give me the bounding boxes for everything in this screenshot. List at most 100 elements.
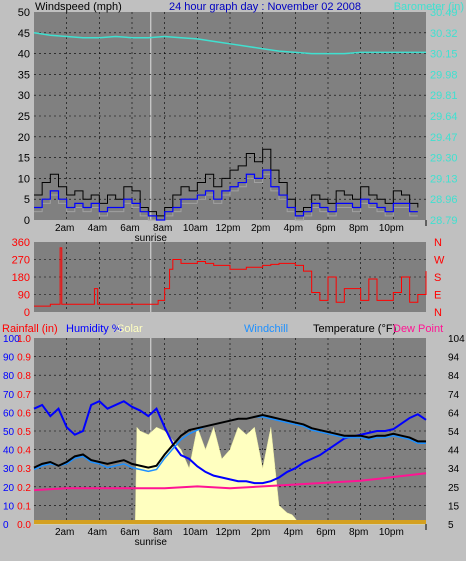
sunrise-label: sunrise — [135, 233, 168, 244]
rainfall-tick-label: 0.8 — [17, 371, 31, 382]
temperature-tick-label: 54 — [448, 427, 460, 438]
temperature-tick-label: 64 — [448, 408, 460, 419]
compass-tick-label: S — [434, 272, 441, 284]
time-tick-label: 8am — [153, 223, 172, 234]
rainfall-tick-label: 0.5 — [17, 427, 31, 438]
rainfall-tick-label: 0.3 — [17, 464, 31, 475]
temperature-axis-label: Temperature (°F) — [313, 323, 396, 335]
temperature-tick-label: 25 — [448, 483, 460, 494]
temperature-tick-label: 104 — [448, 334, 465, 345]
direction-tick-label: 180 — [12, 272, 30, 284]
temperature-tick-label: 74 — [448, 390, 460, 401]
rainfall-bar — [34, 520, 426, 524]
barometer-tick-label: 28.79 — [430, 215, 458, 227]
barometer-tick-label: 29.81 — [430, 90, 458, 102]
time-tick-label: 10am — [183, 223, 208, 234]
rainfall-axis-label: Rainfall (in) — [2, 323, 58, 335]
rainfall-tick-label: 0.1 — [17, 501, 31, 512]
barometer-tick-label: 30.49 — [430, 7, 458, 19]
compass-tick-label: W — [434, 255, 445, 267]
temperature-tick-label: 94 — [448, 353, 460, 364]
time-tick-label: 2am — [55, 527, 74, 538]
humidity-tick-label: 60 — [3, 408, 15, 419]
temperature-tick-label: 34 — [448, 464, 460, 475]
windspeed-tick-label: 35 — [18, 69, 30, 81]
time-tick-label: 8pm — [349, 223, 368, 234]
humidity-tick-label: 90 — [3, 353, 15, 364]
time-tick-label: 12pm — [215, 223, 240, 234]
barometer-tick-label: 29.64 — [430, 111, 458, 123]
rainfall-tick-label: 0.7 — [17, 390, 31, 401]
temperature-tick-label: 84 — [448, 371, 460, 382]
time-tick-label: 4am — [88, 527, 107, 538]
time-tick-label: 2pm — [251, 223, 270, 234]
rainfall-tick-label: 0.4 — [17, 446, 31, 457]
compass-tick-label: N — [434, 307, 442, 319]
barometer-tick-label: 29.98 — [430, 69, 458, 81]
solar-axis-label: Solar — [117, 323, 143, 335]
windspeed-tick-label: 20 — [18, 132, 30, 144]
windspeed-tick-label: 45 — [18, 28, 30, 40]
barometer-tick-label: 29.47 — [430, 132, 458, 144]
compass-tick-label: N — [434, 237, 442, 249]
time-tick-label: 12pm — [215, 527, 240, 538]
time-tick-label: 4am — [88, 223, 107, 234]
barometer-tick-label: 28.96 — [430, 194, 458, 206]
temperature-tick-label: 5 — [448, 520, 454, 531]
humidity-tick-label: 10 — [3, 501, 15, 512]
windspeed-tick-label: 10 — [18, 173, 30, 185]
rainfall-tick-label: 0.6 — [17, 408, 31, 419]
time-tick-label: 10pm — [379, 223, 404, 234]
temperature-tick-label: 44 — [448, 446, 460, 457]
humidity-axis-label: Humidity % — [66, 323, 122, 335]
time-tick-label: 8am — [153, 527, 172, 538]
sunrise-label: sunrise — [135, 537, 168, 548]
humidity-tick-label: 50 — [3, 427, 15, 438]
windspeed-axis-label: Windspeed (mph) — [35, 1, 122, 13]
series-layer — [33, 32, 427, 525]
gust-line — [34, 169, 418, 221]
windspeed-tick-label: 40 — [18, 49, 30, 61]
time-tick-label: 2am — [55, 223, 74, 234]
rainfall-tick-label: 0.2 — [17, 483, 31, 494]
direction-line — [34, 247, 427, 307]
direction-tick-label: 360 — [12, 237, 30, 249]
windchill-axis-label: Windchill — [244, 323, 288, 335]
label-layer: 2am 4am 6am 8am 10am 12pm 2pm 4pm 6pm 8pm 10pm sunr… — [3, 7, 465, 548]
time-tick-label: 2pm — [251, 527, 270, 538]
dewpoint-axis-label: Dew Point — [393, 323, 443, 335]
humidity-tick-label: 100 — [3, 334, 20, 345]
barometer-tick-label: 29.13 — [430, 173, 458, 185]
solar-area — [34, 426, 426, 525]
time-tick-label: 6pm — [316, 223, 335, 234]
windspeed-tick-label: 50 — [18, 7, 30, 19]
time-tick-label: 6pm — [316, 527, 335, 538]
barometer-axis-label: Barometer (in) — [394, 1, 464, 13]
time-tick-label: 4pm — [284, 223, 303, 234]
time-tick-label: 10pm — [379, 527, 404, 538]
humidity-tick-label: 20 — [3, 483, 15, 494]
humidity-tick-label: 40 — [3, 446, 15, 457]
barometer-tick-label: 29.30 — [430, 153, 458, 165]
compass-tick-label: E — [434, 290, 441, 302]
dewpoint-line — [33, 472, 427, 492]
humidity-tick-label: 0 — [3, 520, 9, 531]
direction-tick-label: 90 — [18, 290, 30, 302]
windspeed-tick-label: 0 — [24, 215, 30, 227]
time-tick-label: 10am — [183, 527, 208, 538]
rainfall-tick-label: 1.0 — [17, 334, 31, 345]
time-tick-label: 8pm — [349, 527, 368, 538]
time-tick-label: 6am — [120, 527, 139, 538]
windspeed-tick-label: 15 — [18, 153, 30, 165]
temperature-line — [33, 414, 426, 469]
humidity-tick-label: 80 — [3, 371, 15, 382]
barometer-tick-label: 30.15 — [430, 49, 458, 61]
chart-title: 24 hour graph day : November 02 2008 — [169, 1, 361, 13]
windspeed-line — [34, 148, 419, 217]
rainfall-tick-label: 0.9 — [17, 353, 31, 364]
direction-tick-label: 0 — [24, 307, 30, 319]
temperature-tick-label: 15 — [448, 501, 460, 512]
time-tick-label: 6am — [120, 223, 139, 234]
wind-avg-line — [34, 173, 418, 221]
